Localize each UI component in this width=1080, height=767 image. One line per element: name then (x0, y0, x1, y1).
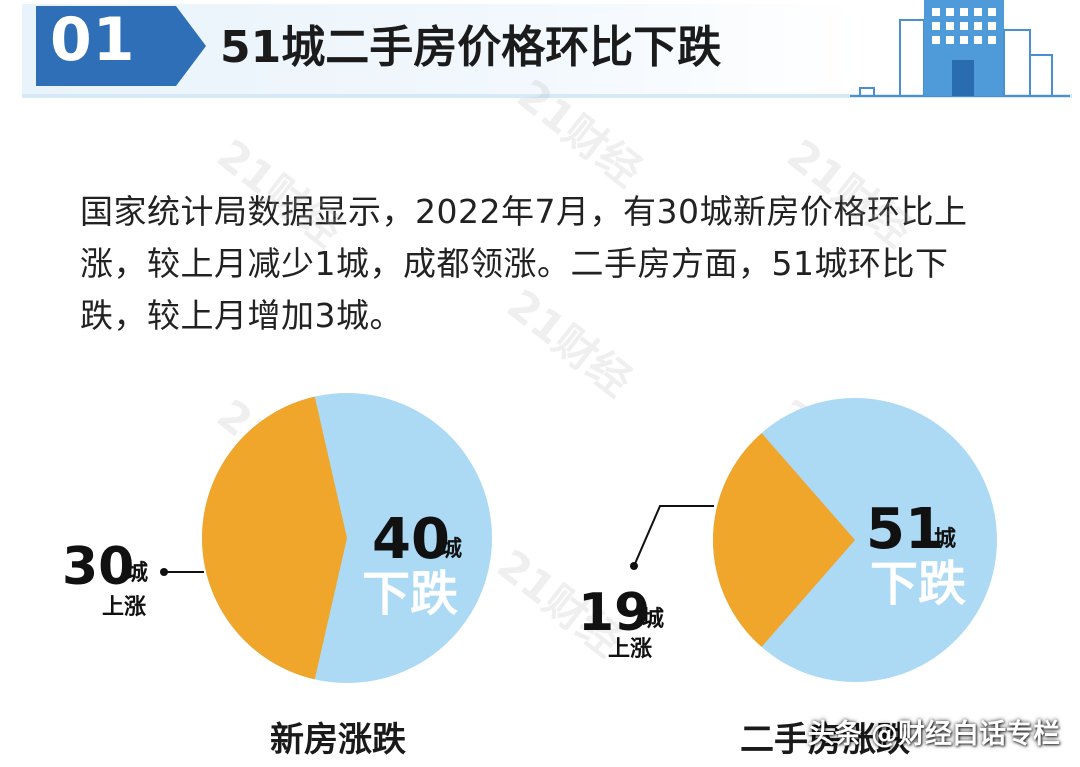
leader-dot (630, 562, 638, 570)
fall-name-label: 下跌 (362, 566, 458, 622)
fall-count-label: 40 (372, 507, 450, 572)
leader-dot (160, 568, 168, 576)
pie-caption-new-homes: 新房涨跌 (270, 720, 406, 760)
leader-line (633, 505, 714, 567)
fall-unit-label: 城 (934, 526, 956, 552)
page-title: 51城二手房价格环比下跌 (220, 22, 722, 73)
section-number: 01 (50, 5, 136, 75)
building-icon (850, 0, 1070, 97)
rise-count-label: 30 (62, 537, 134, 597)
fall-count-label: 51 (866, 497, 944, 562)
section-badge (36, 6, 206, 86)
rise-count-label: 19 (578, 583, 650, 643)
fall-name-label: 下跌 (870, 556, 966, 612)
description-text: 国家统计局数据显示，2022年7月，有30城新房价格环比上涨，较上月减少1城，成… (80, 192, 968, 335)
rise-unit-label: 城 (642, 606, 664, 632)
rise-name-label: 上涨 (608, 637, 652, 662)
header-banner: 01 51城二手房价格环比下跌 (22, 0, 1072, 100)
fall-unit-label: 城 (440, 536, 462, 562)
rise-unit-label: 城 (126, 560, 148, 586)
rise-name-label: 上涨 (102, 595, 146, 620)
banner-underline (22, 94, 1072, 98)
pie-slice-rise (202, 396, 347, 680)
pie-slice-rise (713, 433, 855, 647)
pie-caption-resale-homes: 二手房涨跌 (740, 720, 910, 760)
source-credit: 头条 @财经白话专栏 (807, 719, 1060, 750)
